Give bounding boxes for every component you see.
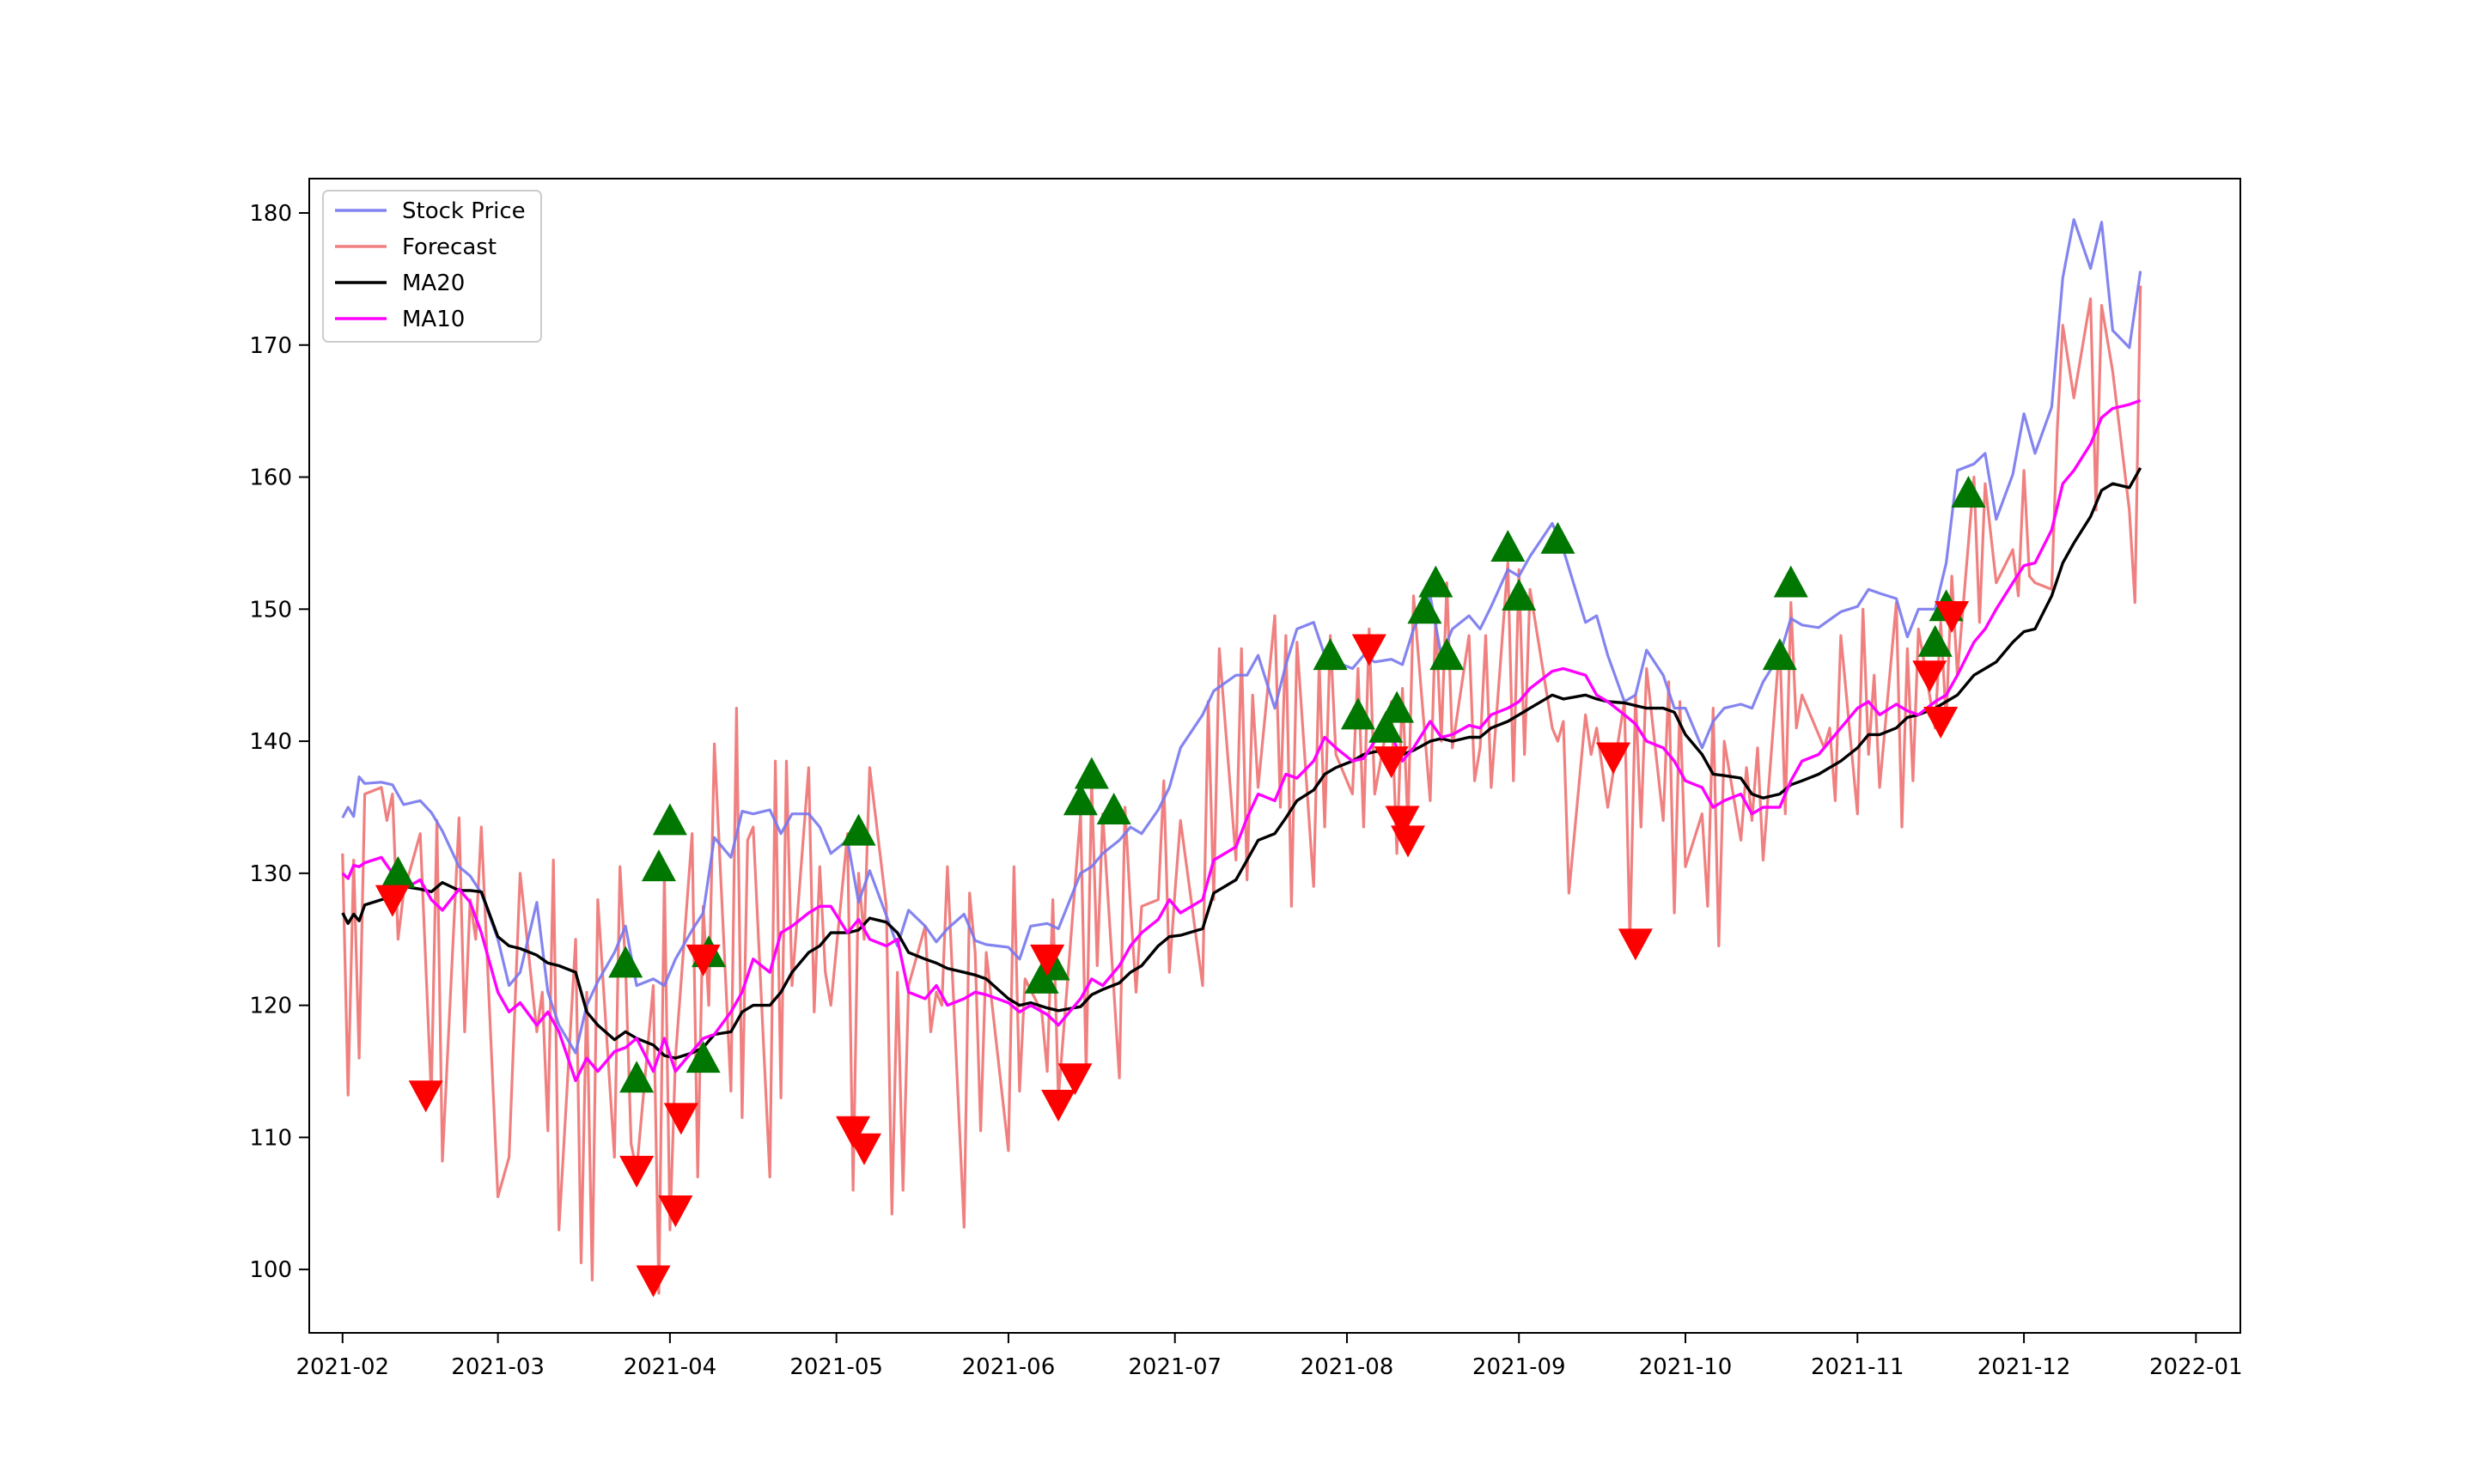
buy-signal-marker: [1368, 710, 1404, 743]
buy-signal-marker: [1429, 638, 1465, 671]
buy-signal-marker: [686, 1041, 721, 1073]
y-tick-label: 100: [249, 1257, 292, 1283]
series-line-ma10: [341, 398, 2142, 1082]
x-tick-label: 2021-07: [1128, 1354, 1222, 1380]
x-tick-label: 2022-01: [2149, 1354, 2243, 1380]
x-tick-label: 2021-04: [624, 1354, 717, 1380]
sell-signal-marker: [375, 885, 410, 917]
sell-signal-marker: [1596, 742, 1631, 775]
x-tick-label: 2021-10: [1639, 1354, 1733, 1380]
sell-signal-marker: [686, 944, 721, 976]
sell-signal-marker: [1374, 746, 1409, 779]
buy-signal-marker: [841, 813, 876, 846]
sell-signal-marker: [1351, 634, 1386, 666]
sell-signal-marker: [658, 1195, 693, 1227]
sell-signal-marker: [408, 1080, 443, 1113]
legend-label-ma10: MA10: [402, 307, 465, 332]
x-axis: 2021-02 2021-03 2021-04 2021-05 2021-06 2021-…: [296, 1333, 2243, 1380]
y-tick-label: 140: [249, 729, 292, 755]
buy-signal-marker: [1917, 624, 1953, 657]
buy-signal-marker: [619, 1061, 655, 1093]
buy-signal-marker: [1773, 565, 1808, 598]
sell-signal-marker: [663, 1103, 698, 1135]
sell-signal-marker: [1935, 600, 1970, 633]
buy-signal-marker: [1540, 521, 1575, 554]
x-tick-label: 2021-05: [789, 1354, 883, 1380]
buy-signal-marker: [641, 849, 676, 882]
buy-signal-marker: [1762, 638, 1797, 671]
buy-signal-marker: [1096, 793, 1131, 825]
sell-signal-marker: [846, 1133, 881, 1165]
x-tick-label: 2021-02: [296, 1354, 389, 1380]
buy-signal-marker: [1380, 690, 1415, 723]
buy-signal-marker: [1074, 757, 1109, 789]
sell-signal-marker: [1923, 707, 1959, 739]
y-tick-label: 130: [249, 861, 292, 887]
sell-signal-marker: [1391, 825, 1426, 858]
buy-signal-marker: [608, 946, 643, 978]
y-tick-label: 170: [249, 333, 292, 359]
buy-signal-marker: [381, 855, 416, 888]
buy-signal-marker: [1418, 565, 1453, 598]
x-tick-label: 2021-08: [1301, 1354, 1394, 1380]
buy-signal-marker: [1490, 530, 1526, 563]
x-tick-label: 2021-11: [1811, 1354, 1904, 1380]
legend-label-ma20: MA20: [402, 271, 465, 296]
x-tick-label: 2021-12: [1977, 1354, 2071, 1380]
buy-signal-marker: [1063, 783, 1098, 816]
y-tick-label: 110: [249, 1125, 292, 1151]
buy-signal-marker: [1313, 638, 1348, 671]
series-line-forecast: [341, 285, 2142, 1295]
sell-signal-marker: [1912, 660, 1947, 693]
sell-signal-marker: [1030, 944, 1065, 976]
y-tick-label: 160: [249, 465, 292, 491]
y-tick-label: 120: [249, 994, 292, 1019]
legend-box: [322, 190, 542, 343]
legend: Stock Price Forecast MA20 MA10: [322, 190, 542, 343]
x-tick-label: 2021-09: [1472, 1354, 1566, 1380]
sell-signal-marker: [636, 1265, 671, 1298]
buy-signal-marker: [1951, 475, 1986, 508]
y-tick-label: 180: [249, 201, 292, 227]
x-tick-label: 2021-06: [962, 1354, 1056, 1380]
x-tick-label: 2021-03: [451, 1354, 545, 1380]
sell-signal-marker: [619, 1155, 655, 1188]
sell-signal-marker: [1057, 1063, 1093, 1096]
buy-signal-marker: [1502, 578, 1537, 611]
sell-signal-marker: [1618, 928, 1653, 961]
legend-label-stock: Stock Price: [402, 198, 526, 224]
buy-signal-marker: [652, 803, 687, 836]
sell-signal-marker: [1041, 1089, 1076, 1122]
series-line-stock: [341, 218, 2142, 1055]
y-axis: 100 110 120 130 140 150 160 170 180: [249, 201, 309, 1283]
y-tick-label: 150: [249, 597, 292, 623]
sell-signal-marker: [836, 1116, 871, 1148]
sell-signal-marker: [1385, 806, 1420, 838]
plot-area-frame: [308, 178, 2241, 1334]
buy-signal-marker: [1340, 697, 1375, 730]
buy-signal-marker: [1407, 592, 1442, 624]
series-line-ma20: [341, 466, 2142, 1060]
legend-label-forecast: Forecast: [402, 234, 497, 260]
